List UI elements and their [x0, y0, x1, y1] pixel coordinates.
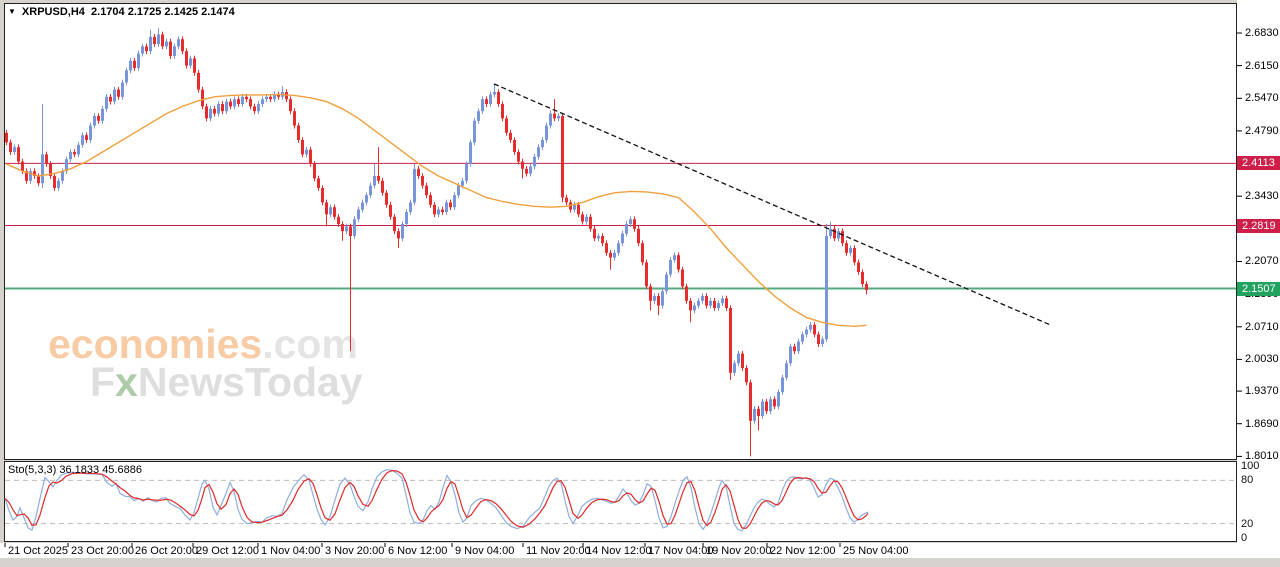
price-tick-label: 2.6150 — [1245, 60, 1279, 72]
date-tick-label: 22 Nov 12:00 — [770, 545, 836, 557]
price-tick-label: 2.0710 — [1245, 321, 1279, 333]
symbol-info[interactable]: ▼ XRPUSD,H4 2.1704 2.1725 2.1425 2.1474 — [8, 6, 235, 18]
date-tick-label: 6 Nov 12:00 — [388, 545, 448, 557]
price-badge: 2.2819 — [1237, 219, 1280, 233]
date-tick-label: 3 Nov 20:00 — [325, 545, 385, 557]
date-tick-label: 21 Oct 2025 — [8, 545, 68, 557]
date-tick-label: 23 Oct 20:00 — [71, 545, 134, 557]
sto-level-label: 20 — [1241, 518, 1254, 530]
watermark-brand-orange: economies — [48, 321, 263, 367]
date-tick-label: 11 Nov 20:00 — [526, 545, 591, 557]
price-tick-label: 2.5470 — [1245, 92, 1279, 104]
collapse-triangle-icon[interactable]: ▼ — [8, 7, 16, 16]
watermark: economies.com FxNewsToday — [48, 324, 363, 403]
symbol-quotes: 2.1704 2.1725 2.1425 2.1474 — [91, 6, 235, 18]
price-tick-label: 1.8010 — [1245, 450, 1279, 462]
sto-level-label: 0 — [1241, 532, 1248, 544]
stochastic-name: Sto(5,3,3) — [8, 464, 57, 476]
price-tick-label: 2.3430 — [1245, 190, 1279, 202]
date-tick-label: 19 Nov 20:00 — [706, 545, 772, 557]
price-tick-label: 2.0030 — [1245, 353, 1279, 365]
price-badge: 2.1507 — [1237, 282, 1280, 296]
date-tick-label: 9 Nov 04:00 — [455, 545, 515, 557]
price-tick-label: 2.6830 — [1245, 27, 1279, 39]
date-tick-label: 1 Nov 04:00 — [261, 545, 321, 557]
sto-level-label: 80 — [1241, 474, 1254, 486]
sto-level-label: 100 — [1241, 460, 1260, 472]
watermark-brand: economies.com — [48, 324, 363, 365]
symbol-name: XRPUSD,H4 — [21, 6, 85, 18]
date-axis — [0, 543, 1280, 558]
price-badge: 2.4113 — [1237, 156, 1280, 170]
stochastic-values: 36.1833 45.6886 — [59, 464, 142, 476]
price-tick-label: 1.9370 — [1245, 385, 1279, 397]
price-tick-label: 1.8690 — [1245, 418, 1279, 430]
date-tick-label: 17 Nov 04:00 — [648, 545, 714, 557]
date-tick-label: 26 Oct 20:00 — [135, 545, 198, 557]
stochastic-pane[interactable] — [4, 461, 1237, 542]
watermark-subbrand: FxNewsToday — [90, 362, 363, 403]
watermark-f: F — [90, 359, 116, 405]
stochastic-label: Sto(5,3,3) 36.1833 45.6886 — [8, 464, 142, 476]
watermark-x: x — [115, 359, 138, 405]
date-tick-label: 14 Nov 12:00 — [586, 545, 652, 557]
watermark-brand-gray: .com — [262, 321, 358, 367]
price-tick-label: 2.2070 — [1245, 255, 1279, 267]
watermark-rest: NewsToday — [137, 359, 363, 405]
date-tick-label: 25 Nov 04:00 — [843, 545, 909, 557]
price-tick-label: 2.4790 — [1245, 125, 1279, 137]
date-tick-label: 29 Oct 12:00 — [196, 545, 259, 557]
price-axis — [1237, 0, 1280, 558]
